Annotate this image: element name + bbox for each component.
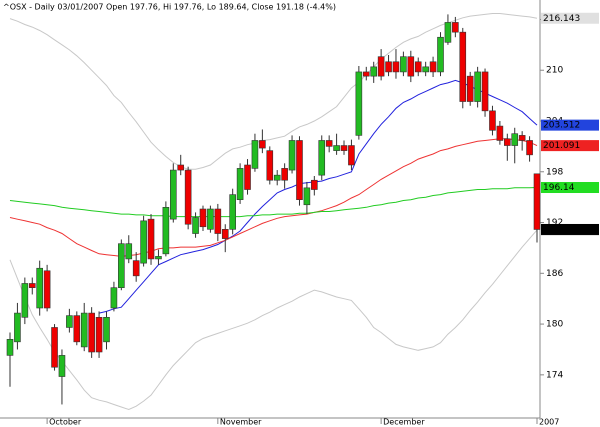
indicator-line: [9, 229, 538, 411]
x-tick-label: November: [220, 418, 262, 427]
y-tick-label: 210: [546, 66, 563, 76]
last-value-box: [541, 119, 599, 131]
candle-body: [199, 208, 207, 228]
candle-body: [58, 355, 66, 377]
y-tick-label: 180: [546, 320, 563, 330]
candle-body: [414, 61, 422, 73]
candle-body: [6, 339, 14, 356]
candle-body: [400, 56, 407, 73]
candle-body: [311, 179, 318, 190]
candle-body: [429, 61, 437, 73]
candle-body: [348, 145, 355, 166]
candle-body: [340, 145, 348, 151]
candle-body: [80, 312, 88, 348]
candle-body: [281, 168, 288, 181]
chart-title: ^OSX - Daily 03/01/2007 Open 197.76, Hi …: [3, 3, 336, 12]
candle-body: [147, 218, 155, 260]
candle-body: [43, 270, 51, 309]
last-value-label: 191.18: [543, 225, 575, 235]
candle-body: [229, 194, 236, 230]
candle-body: [51, 327, 58, 368]
candle-body: [526, 140, 533, 156]
candle-body: [192, 217, 199, 234]
candle-body: [511, 133, 519, 146]
x-tick-label: 2007: [539, 418, 559, 427]
candle-body: [362, 71, 370, 77]
candle-body: [221, 229, 229, 239]
candle-body: [452, 22, 459, 33]
y-tick-label: 198: [546, 167, 563, 177]
candle-body: [504, 138, 511, 146]
candle-body: [333, 145, 340, 151]
candle-body: [392, 61, 400, 73]
y-tick-label: 192: [546, 218, 563, 228]
candle-body: [377, 56, 385, 77]
last-value-label: 196.14: [543, 183, 575, 193]
candle-body: [95, 317, 103, 353]
candle-body: [407, 56, 415, 77]
candle-body: [118, 243, 125, 288]
candle-body: [132, 260, 140, 277]
y-tick-label: 174: [546, 370, 563, 380]
candle-body: [66, 315, 73, 328]
last-value-box: [541, 12, 599, 24]
candle-body: [318, 140, 326, 176]
candle-body: [288, 140, 296, 171]
candle-body: [162, 207, 170, 255]
candle-body: [251, 140, 259, 169]
candle-body: [437, 36, 444, 73]
candle-body: [533, 173, 541, 230]
candle-body: [474, 71, 481, 102]
candle-body: [244, 164, 251, 190]
candle-body: [459, 31, 467, 102]
last-value-box: [541, 223, 599, 235]
y-tick-label: 186: [546, 269, 563, 279]
candle-body: [184, 169, 192, 225]
candle-body: [444, 22, 452, 43]
candle-body: [214, 208, 222, 234]
candle-body: [36, 267, 43, 309]
last-value-label: 201.091: [543, 141, 580, 151]
candle-body: [140, 220, 147, 264]
candle-body: [88, 312, 95, 353]
last-value-box: [541, 140, 599, 152]
candle-body: [73, 315, 81, 343]
candle-body: [496, 125, 504, 141]
candle-body: [518, 135, 526, 141]
candle-body: [296, 140, 303, 200]
candle-body: [481, 71, 489, 112]
candle-body: [355, 71, 363, 136]
candle-body: [125, 243, 133, 260]
candle-body: [489, 110, 496, 131]
candle-body: [273, 174, 281, 181]
candle-body: [266, 150, 274, 181]
candle-body: [103, 317, 110, 343]
candle-body: [177, 164, 185, 171]
candle-body: [325, 140, 333, 147]
candle-body: [28, 283, 36, 288]
last-value-box: [541, 182, 599, 194]
candle-body: [303, 187, 311, 206]
last-value-label: 216.143: [543, 14, 580, 24]
x-tick-label: October: [49, 418, 82, 427]
last-value-label: 203.512: [543, 121, 580, 131]
candle-body: [207, 208, 214, 230]
indicator-line: [9, 187, 538, 218]
candle-body: [169, 169, 177, 220]
candle-body: [155, 256, 162, 260]
candle-body: [466, 75, 474, 102]
candle-body: [370, 66, 378, 77]
candle-body: [14, 312, 21, 343]
candle-body: [259, 140, 266, 149]
candle-body: [236, 168, 244, 200]
indicator-line: [9, 138, 538, 257]
candle-body: [110, 287, 118, 309]
candle-body: [385, 61, 392, 73]
candle-body: [21, 283, 29, 318]
x-tick-label: December: [383, 418, 425, 427]
candle-body: [422, 66, 429, 73]
